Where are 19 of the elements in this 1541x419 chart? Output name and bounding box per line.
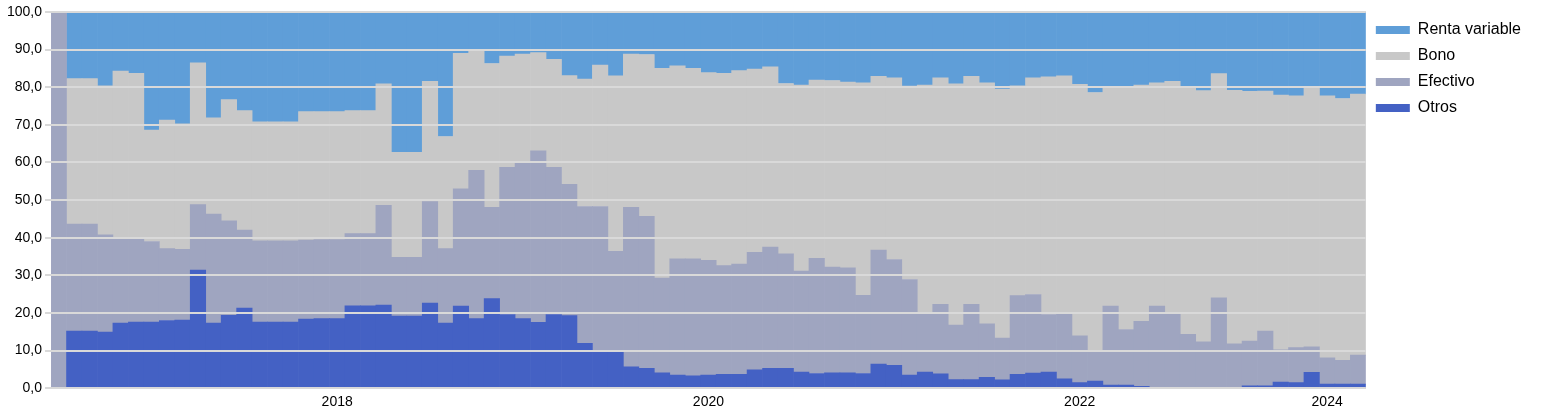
legend-label: Bono bbox=[1417, 46, 1456, 64]
x-tick-label: 2018 bbox=[321, 393, 353, 410]
y-tick-label: 0,0 bbox=[22, 379, 43, 396]
legend-label: Renta variable bbox=[1417, 20, 1522, 38]
y-tick-label: 80,0 bbox=[14, 78, 43, 95]
y-tick-label: 60,0 bbox=[14, 153, 43, 170]
x-tick-label: 2024 bbox=[1311, 393, 1343, 410]
x-tick-label: 2022 bbox=[1064, 393, 1096, 410]
y-tick-label: 40,0 bbox=[14, 228, 43, 245]
legend-label: Efectivo bbox=[1417, 72, 1475, 90]
y-tick-label: 90,0 bbox=[14, 40, 43, 57]
y-tick-label: 50,0 bbox=[14, 190, 43, 207]
y-tick-label: 20,0 bbox=[14, 303, 43, 320]
y-tick-label: 70,0 bbox=[14, 115, 43, 132]
y-tick-label: 100,0 bbox=[6, 2, 43, 19]
legend-label: Otros bbox=[1417, 98, 1457, 116]
y-tick-label: 30,0 bbox=[14, 266, 43, 283]
x-tick-label: 2020 bbox=[692, 393, 725, 410]
y-tick-label: 10,0 bbox=[14, 341, 43, 358]
